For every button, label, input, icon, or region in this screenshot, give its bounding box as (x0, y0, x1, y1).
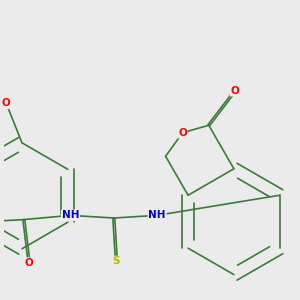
Text: NH: NH (61, 210, 79, 220)
Text: O: O (178, 128, 187, 138)
Text: NH: NH (148, 210, 166, 220)
Text: S: S (113, 256, 120, 266)
Text: O: O (231, 86, 239, 96)
Text: O: O (2, 98, 11, 108)
Text: O: O (25, 258, 34, 268)
